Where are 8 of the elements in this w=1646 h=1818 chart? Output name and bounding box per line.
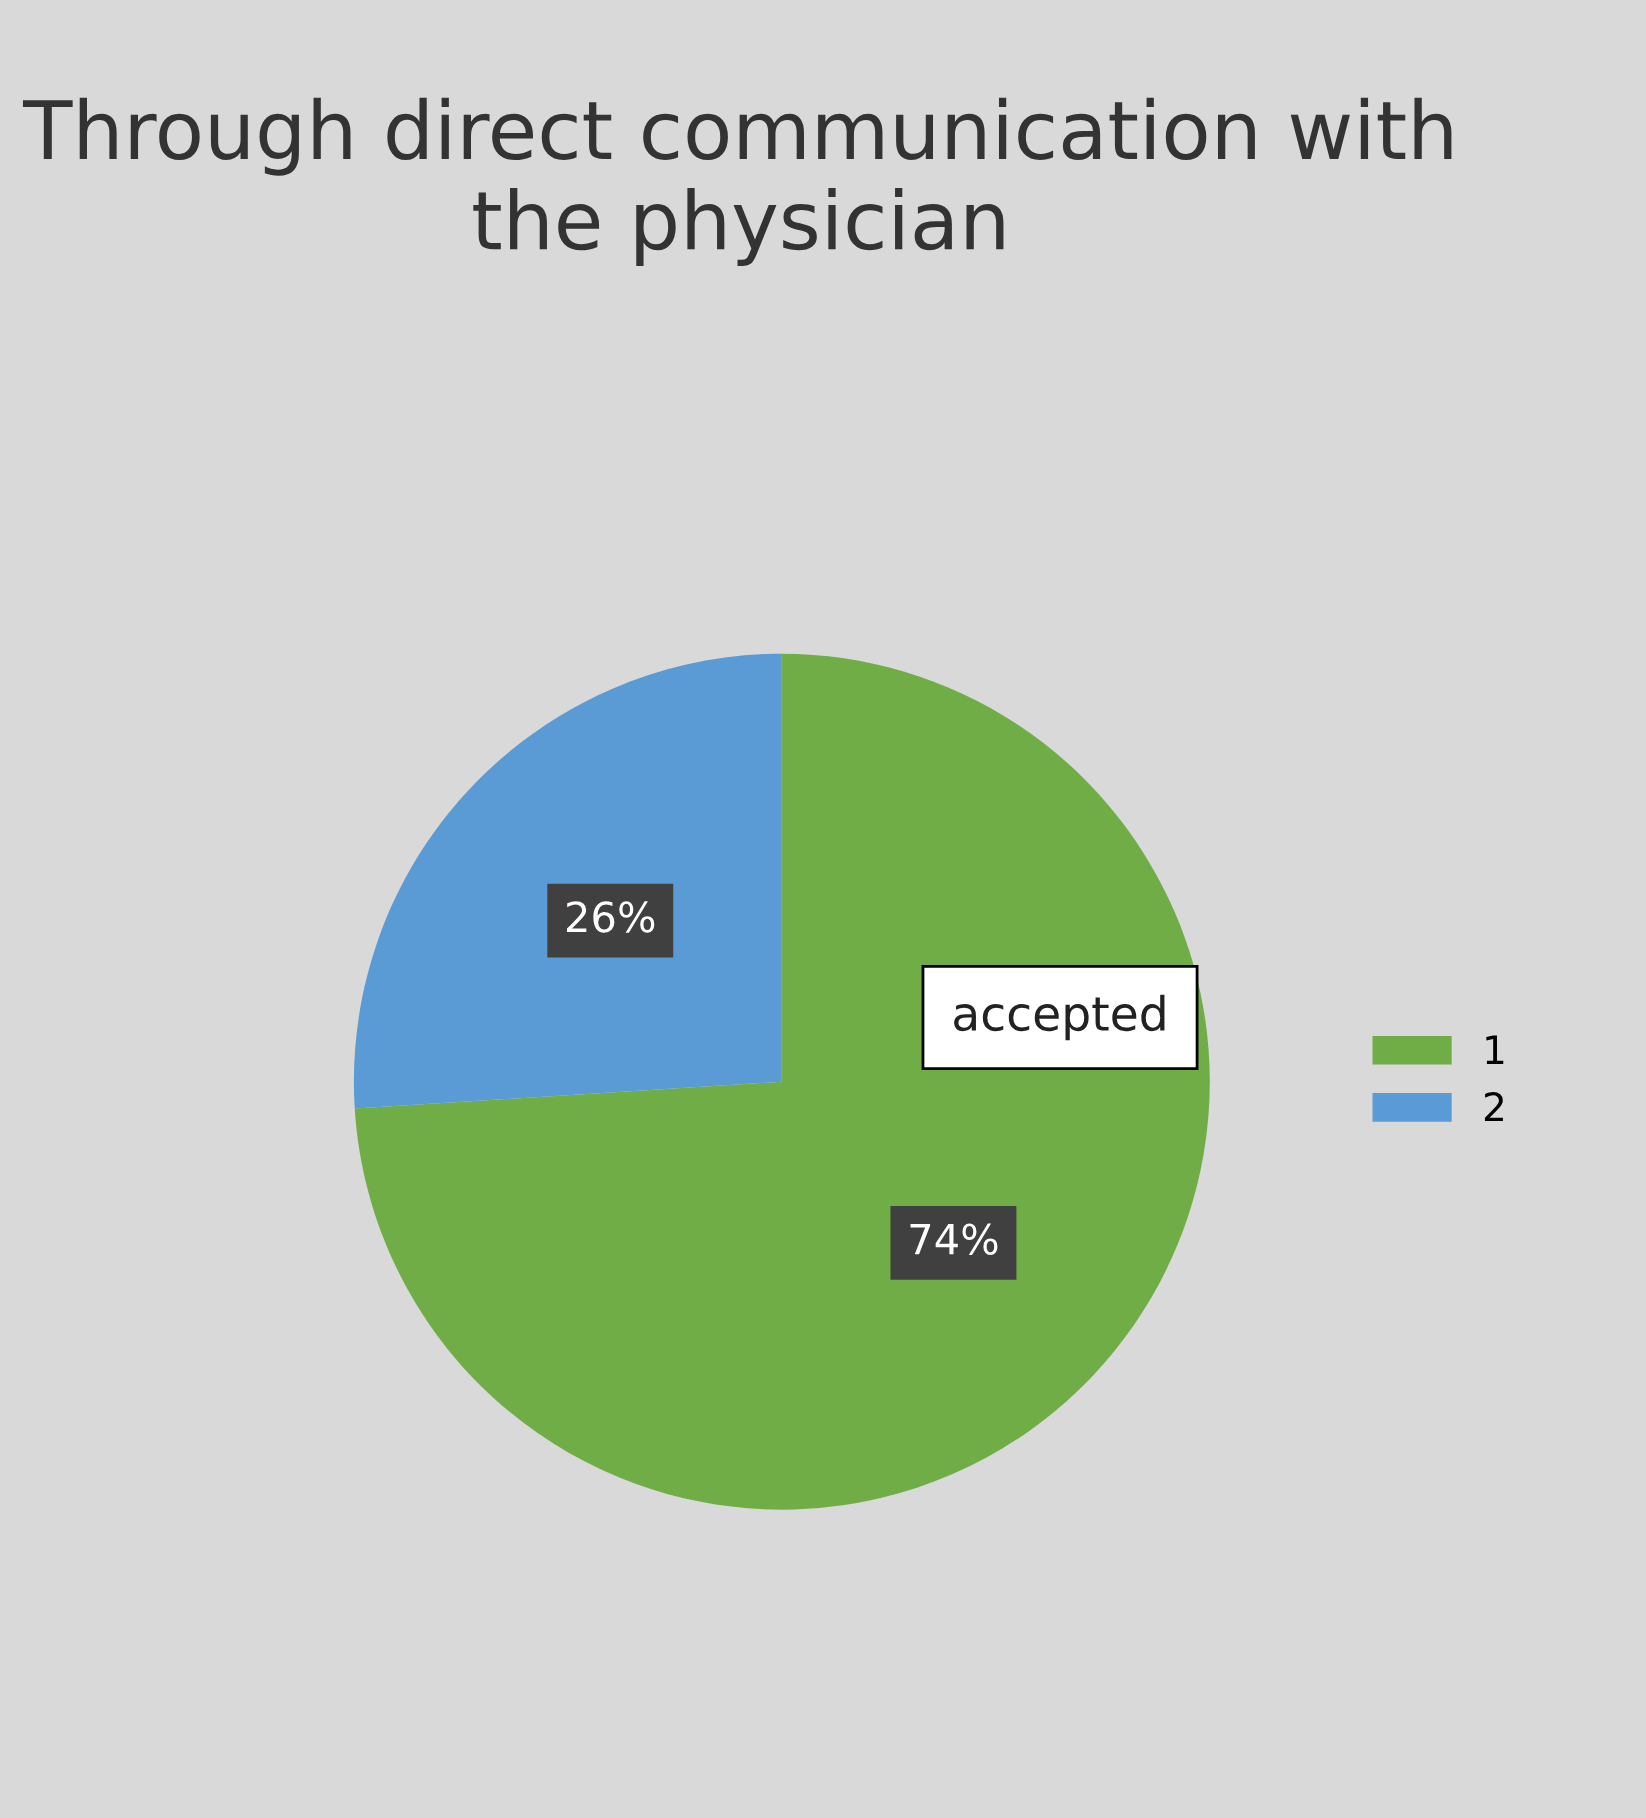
chart-title: Through direct communication with the physician <box>22 97 1452 266</box>
data-label: 26% <box>567 901 655 933</box>
legend-label: 1 <box>1486 1035 1504 1064</box>
pie-slice <box>354 653 1210 1510</box>
text: accepted <box>954 994 1165 1041</box>
legend-label: 2 <box>1484 1092 1503 1121</box>
data-label: 74% <box>910 1223 998 1255</box>
pie-slice <box>353 653 782 1109</box>
